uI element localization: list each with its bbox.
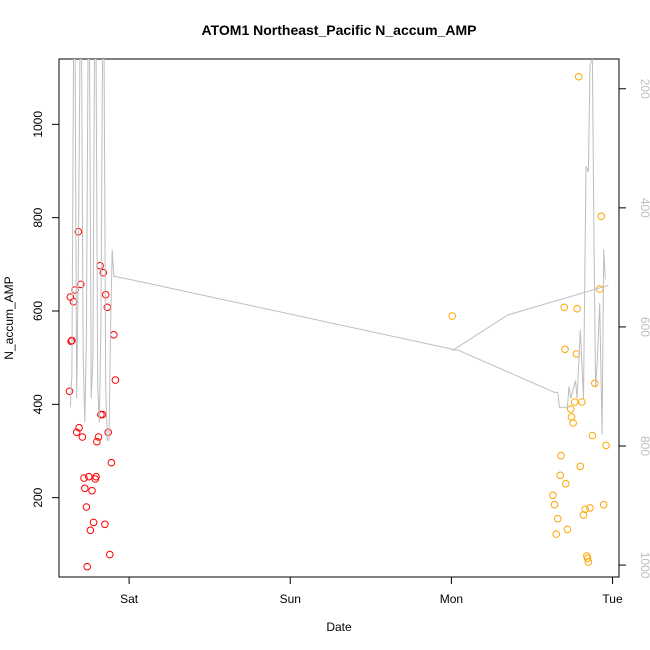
data-point [83, 562, 91, 571]
data-point [563, 525, 572, 534]
data-point [92, 472, 100, 481]
data-point [583, 554, 592, 563]
data-point [591, 379, 599, 388]
y-axis-left: 200 400 600 800 1000 [31, 111, 60, 508]
x-tick-label: Sat [120, 592, 139, 606]
data-point [75, 423, 83, 432]
data-point [93, 437, 101, 446]
plot-frame [58, 58, 620, 578]
data-point [584, 558, 593, 566]
data-point [550, 500, 559, 509]
data-point [69, 297, 78, 306]
data-point [557, 451, 565, 460]
data-point [556, 471, 565, 480]
y-tick-label: 800 [31, 207, 45, 227]
data-point [597, 212, 606, 221]
data-point [586, 504, 594, 512]
data-point [576, 462, 585, 471]
data-point [72, 428, 81, 437]
data-point [89, 518, 98, 527]
data-point [110, 331, 118, 339]
data-point [96, 261, 104, 270]
y-axis-title: N_accum_AMP [2, 276, 16, 359]
y-axis-right: 200 400 600 800 1000 [618, 79, 650, 579]
x-axis: Sat Sun Mon Tue [120, 576, 623, 606]
data-point [570, 398, 579, 406]
y-tick-label-right: 800 [638, 436, 650, 456]
y-tick-label-right: 400 [638, 198, 650, 218]
data-point [67, 337, 75, 346]
data-point [573, 304, 581, 313]
data-point [554, 514, 562, 523]
data-point [104, 428, 112, 437]
x-tick-label: Sun [280, 592, 301, 606]
data-point [578, 398, 586, 406]
y-tick-label-right: 1000 [638, 552, 650, 579]
x-tick-label: Mon [440, 592, 463, 606]
data-point [80, 474, 88, 482]
y-tick-label-right: 600 [638, 317, 650, 337]
data-point [107, 458, 116, 467]
data-point [560, 303, 569, 312]
data-point [581, 505, 590, 514]
x-axis-title: Date [326, 620, 352, 634]
data-point [579, 511, 588, 519]
data-point [574, 72, 583, 81]
y-tick-label: 600 [31, 301, 45, 321]
data-point [99, 268, 108, 277]
data-point [82, 503, 91, 511]
data-point [111, 376, 120, 384]
data-point [88, 486, 96, 495]
data-point [549, 491, 557, 500]
data-point [101, 520, 109, 529]
x-tick-label: Tue [602, 592, 623, 606]
data-point [65, 387, 74, 396]
data-point [569, 419, 577, 427]
data-point [561, 345, 569, 354]
data-point [86, 526, 95, 535]
data-point [81, 484, 89, 493]
data-point [85, 472, 93, 481]
data-point [588, 431, 597, 440]
y-tick-label-right: 200 [638, 79, 650, 99]
series-layer [65, 59, 610, 571]
series-line-3 [451, 284, 609, 352]
data-point [599, 500, 608, 509]
data-point [78, 433, 87, 441]
series-line-2 [69, 59, 606, 441]
data-point [552, 530, 561, 538]
chart-title: ATOM1 Northeast_Pacific N_accum_AMP [202, 22, 477, 38]
data-point [566, 405, 575, 413]
data-point [562, 479, 570, 488]
data-point [448, 312, 457, 320]
data-point [77, 280, 85, 289]
data-point [567, 413, 576, 421]
data-point [94, 433, 103, 441]
y-tick-label: 1000 [31, 111, 45, 138]
y-tick-label: 200 [31, 487, 45, 507]
data-point [106, 550, 114, 559]
y-tick-label: 400 [31, 394, 45, 414]
data-point [602, 441, 610, 450]
